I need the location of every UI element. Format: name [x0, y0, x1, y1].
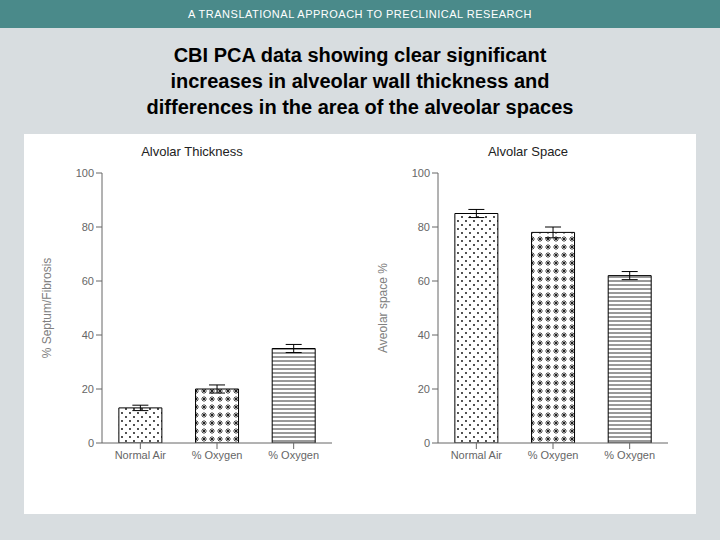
svg-text:Normal Air: Normal Air	[451, 449, 503, 461]
html-text:A TRANSLATIONAL APPROACH TO PR: A TRANSLATIONAL APPROACH TO PRECLINICAL …	[188, 8, 532, 20]
html-text:Alvolar Space: Alvolar Space	[487, 144, 569, 159]
svg-text:80: 80	[418, 221, 430, 233]
svg-text:Normal Air: Normal Air	[115, 449, 167, 461]
svg-text:% Oxygen: % Oxygen	[268, 449, 319, 461]
svg-text:60: 60	[82, 275, 94, 287]
svg-text:% Oxygen: % Oxygen	[192, 449, 243, 461]
svg-text:Aveolar space %: Aveolar space %	[376, 263, 390, 353]
svg-text:0: 0	[424, 437, 430, 449]
svg-text:60: 60	[418, 275, 430, 287]
svg-text:100: 100	[76, 167, 94, 179]
svg-text:0: 0	[88, 437, 94, 449]
svg-text:20: 20	[82, 383, 94, 395]
html-text:increases in alveolar wall thi: increases in alveolar wall thickness and	[170, 70, 550, 92]
svg-text:40: 40	[82, 329, 94, 341]
html-text:Alvolar Thickness: Alvolar Thickness	[141, 144, 243, 159]
svg-text:% Oxygen: % Oxygen	[528, 449, 579, 461]
svg-text:40: 40	[418, 329, 430, 341]
svg-text:20: 20	[418, 383, 430, 395]
svg-text:% Oxygen: % Oxygen	[604, 449, 655, 461]
svg-text:% Septum/Fibrosis: % Septum/Fibrosis	[40, 258, 54, 359]
svg-text:100: 100	[412, 167, 430, 179]
html-text:CBI PCA data showing clear sig: CBI PCA data showing clear significant	[173, 44, 547, 66]
svg-text:80: 80	[82, 221, 94, 233]
html-text:differences in the area of the: differences in the area of the alveolar …	[146, 96, 574, 118]
